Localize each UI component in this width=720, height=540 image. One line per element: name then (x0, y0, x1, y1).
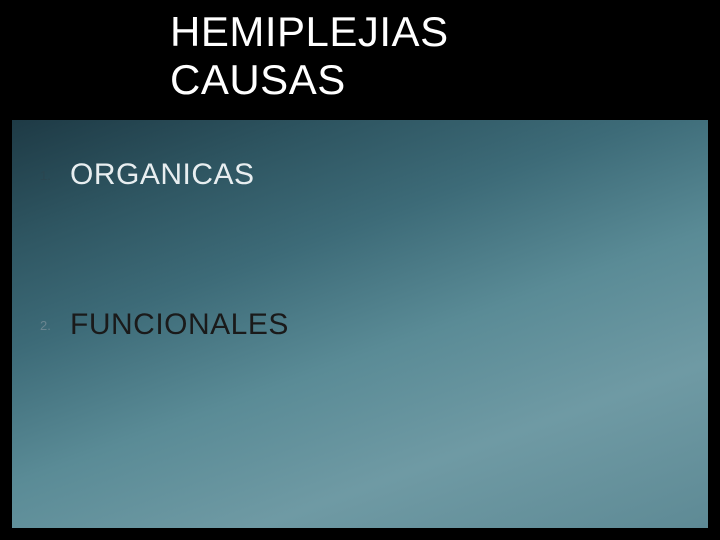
list-marker-1: 1. (40, 168, 54, 183)
content-panel: 1. ORGANICAS 2. FUNCIONALES (12, 120, 708, 528)
slide: HEMIPLEJIAS CAUSAS 1. ORGANICAS 2. FUNCI… (0, 0, 720, 540)
title-line-1: HEMIPLEJIAS (170, 8, 670, 56)
list-text-2: FUNCIONALES (70, 308, 289, 342)
list-text-1: ORGANICAS (70, 158, 255, 192)
list-marker-2: 2. (40, 318, 54, 333)
title-line-2: CAUSAS (170, 56, 670, 104)
title-area: HEMIPLEJIAS CAUSAS (170, 8, 670, 105)
list-item: 2. FUNCIONALES (40, 308, 289, 342)
list-item: 1. ORGANICAS (40, 158, 255, 192)
